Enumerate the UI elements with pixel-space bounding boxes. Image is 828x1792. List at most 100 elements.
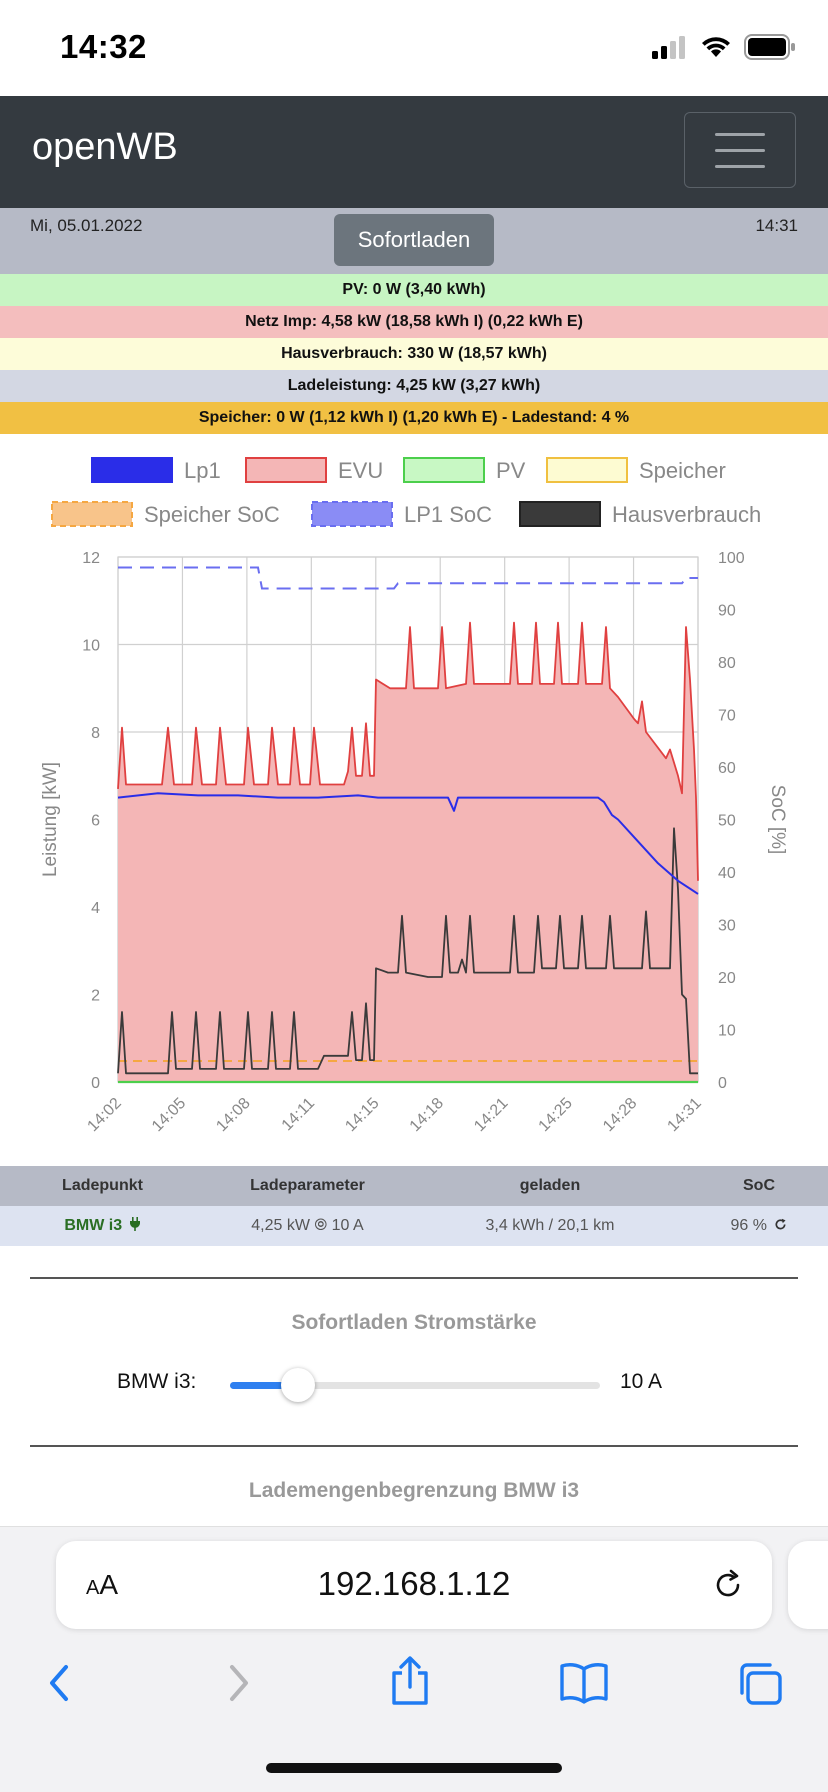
legend-pv-label: PV — [496, 458, 526, 483]
legend-speicher-label: Speicher — [639, 458, 726, 483]
y2-axis-label: SoC [%] — [767, 785, 788, 855]
aa-small: A — [86, 1577, 100, 1599]
series-hausverbrauch-line — [117, 827, 698, 1075]
y-tick-label: 6 — [91, 813, 100, 830]
legend-lp1-label: Lp1 — [184, 458, 221, 483]
share-icon[interactable] — [388, 1655, 432, 1707]
info-bar: Mi, 05.01.2022 Sofortladen 14:31 — [0, 208, 828, 274]
brand-logo-text[interactable]: openWB — [32, 126, 178, 168]
sofort-current-title: Sofortladen Stromstärke — [291, 1311, 537, 1334]
y2-tick-label: 30 — [718, 918, 736, 935]
ios-status-bar: 14:32 — [0, 0, 828, 96]
col-header-soc: SoC — [743, 1177, 775, 1194]
y2-tick-label: 40 — [718, 865, 736, 882]
y-tick-label: 2 — [91, 988, 100, 1005]
series-evu-area — [118, 622, 698, 1082]
menu-toggle-button[interactable] — [684, 112, 796, 188]
slider-track[interactable] — [230, 1382, 600, 1389]
address-bar[interactable]: AA 192.168.1.12 — [56, 1541, 772, 1629]
table-row[interactable]: BMW i3 4,25 kW ⦾ 10 A 3,4 kWh / 20,1 km … — [0, 1206, 828, 1246]
legend-evu-label: EVU — [338, 458, 383, 483]
current-time: 14:31 — [755, 216, 798, 235]
legend-pv-swatch — [403, 457, 485, 483]
legend-hausverbrauch-label: Hausverbrauch — [612, 502, 761, 527]
chargepoint-cell[interactable]: BMW i3 — [0, 1217, 205, 1235]
power-chart-svg: Lp1 EVU PV Speicher Speicher SoC LP1 SoC Hausv… — [40, 457, 788, 1135]
power-chart: Lp1 EVU PV Speicher Speicher SoC LP1 SoC Hausv… — [0, 440, 828, 1160]
y2-tick-label: 90 — [718, 603, 736, 620]
col-header-ladeparameter: Ladeparameter — [250, 1177, 365, 1194]
y-tick-label: 12 — [82, 550, 100, 567]
chargepoint-table: Ladepunkt Ladeparameter geladen SoC BMW … — [0, 1166, 828, 1246]
y2-tick-label: 10 — [718, 1023, 736, 1040]
legend-lp1-swatch — [91, 457, 173, 483]
current-date: Mi, 05.01.2022 — [30, 216, 143, 235]
status-time: 14:32 — [60, 28, 147, 65]
x-tick-label: 14:31 — [664, 1095, 704, 1135]
hamburger-icon — [715, 165, 765, 168]
url-text[interactable]: 192.168.1.12 — [317, 1565, 511, 1602]
x-tick-label: 14:18 — [407, 1095, 447, 1135]
charge-params-cell: 4,25 kW ⦾ 10 A — [251, 1217, 364, 1234]
battery-icon — [744, 34, 795, 60]
next-tab-preview[interactable] — [788, 1541, 828, 1629]
y2-tick-label: 60 — [718, 760, 736, 777]
y-tick-label: 4 — [91, 900, 100, 917]
soc-value: 96 % — [730, 1217, 767, 1234]
x-tick-label: 14:05 — [149, 1095, 189, 1135]
x-tick-label: 14:25 — [536, 1095, 576, 1135]
legend-evu-swatch — [245, 457, 327, 483]
status-icons — [652, 34, 796, 60]
y2-tick-label: 70 — [718, 708, 736, 725]
chargepoint-name: BMW i3 — [64, 1217, 123, 1234]
y2-tick-label: 80 — [718, 655, 736, 672]
reader-text-size-button[interactable]: AA — [86, 1569, 118, 1601]
tabs-icon[interactable] — [736, 1661, 784, 1707]
refresh-icon[interactable] — [774, 1218, 787, 1231]
hamburger-icon — [715, 133, 765, 136]
x-tick-label: 14:28 — [600, 1095, 640, 1135]
back-icon[interactable] — [40, 1661, 80, 1705]
storage-summary: Speicher: 0 W (1,12 kWh I) (1,20 kWh E) … — [0, 402, 828, 434]
sofort-slider-label: BMW i3: — [117, 1370, 197, 1393]
col-header-geladen: geladen — [519, 1177, 581, 1194]
y-axis-label: Leistung [kW] — [40, 762, 61, 877]
soc-cell[interactable]: 96 % — [690, 1217, 828, 1235]
x-tick-label: 14:11 — [279, 1095, 319, 1135]
section-divider — [30, 1445, 798, 1447]
app-navbar: openWB — [0, 96, 828, 208]
y-tick-label: 8 — [91, 725, 100, 742]
slider-thumb[interactable] — [281, 1368, 315, 1402]
bookmarks-icon[interactable] — [558, 1661, 610, 1705]
y2-tick-label: 50 — [718, 813, 736, 830]
home-indicator — [266, 1763, 562, 1773]
charged-cell: 3,4 kWh / 20,1 km — [485, 1217, 615, 1234]
col-header-ladepunkt: Ladepunkt — [62, 1177, 143, 1194]
hamburger-icon — [715, 149, 765, 152]
legend-speicher-soc-swatch — [51, 501, 133, 527]
x-tick-label: 14:08 — [213, 1095, 253, 1135]
series-lp1-soc-line — [118, 566, 698, 590]
y2-tick-label: 0 — [718, 1075, 727, 1092]
x-tick-label: 14:02 — [84, 1095, 124, 1135]
legend-hausverbrauch-swatch — [519, 501, 601, 527]
y2-tick-label: 20 — [718, 970, 736, 987]
slider-fill — [230, 1382, 298, 1389]
y-tick-label: 0 — [91, 1075, 100, 1092]
y-tick-label: 10 — [82, 638, 100, 655]
forward-icon[interactable] — [218, 1661, 258, 1705]
browser-toolbar: AA 192.168.1.12 — [0, 1526, 828, 1792]
pv-summary: PV: 0 W (3,40 kWh) — [0, 274, 828, 306]
charging-power-summary: Ladeleistung: 4,25 kW (3,27 kWh) — [0, 370, 828, 402]
reload-icon[interactable] — [710, 1567, 746, 1603]
charge-mode-button[interactable]: Sofortladen — [334, 214, 494, 266]
section-divider — [30, 1277, 798, 1279]
cellular-signal-icon — [652, 36, 685, 59]
series-evu-line — [117, 621, 699, 881]
legend-speicher-swatch — [546, 457, 628, 483]
legend-speicher-soc-label: Speicher SoC — [144, 502, 280, 527]
grid-summary: Netz Imp: 4,58 kW (18,58 kWh I) (0,22 kW… — [0, 306, 828, 338]
series-lp1-line — [117, 792, 699, 895]
lademengen-title: Lademengenbegrenzung BMW i3 — [248, 1479, 580, 1502]
sofort-current-slider-row: BMW i3: 10 A — [0, 1362, 828, 1406]
